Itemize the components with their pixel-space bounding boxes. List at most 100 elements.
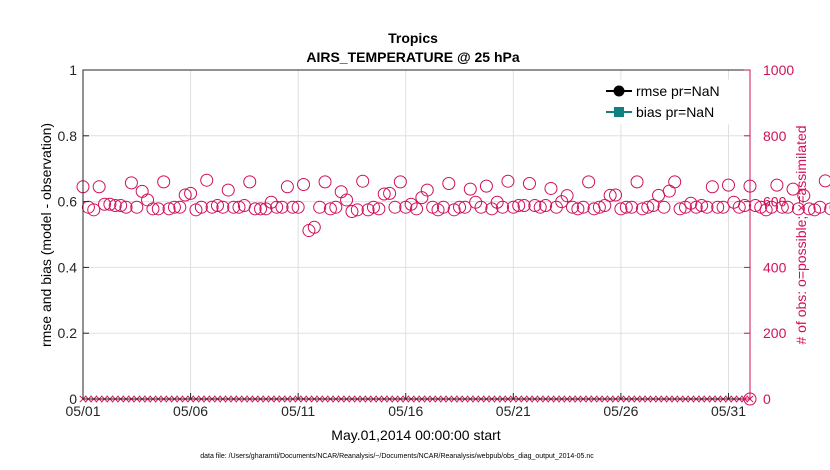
possible-obs-point — [178, 188, 192, 202]
possible-obs-point — [184, 186, 198, 200]
possible-obs-point — [657, 200, 671, 214]
possible-obs-point — [625, 200, 639, 214]
possible-obs-point — [770, 178, 784, 192]
possible-obs-point — [130, 200, 144, 214]
possible-obs-point — [383, 186, 397, 200]
y-left-tick-label: 0.4 — [58, 259, 78, 275]
possible-obs-point — [695, 199, 709, 213]
possible-obs-point — [474, 200, 488, 214]
possible-obs-point — [270, 200, 284, 214]
possible-obs-point — [151, 202, 165, 216]
possible-obs-point — [705, 180, 719, 194]
possible-obs-point — [711, 200, 725, 214]
possible-obs-point — [200, 173, 214, 187]
possible-obs-point — [243, 175, 257, 189]
possible-obs-point — [114, 199, 128, 213]
possible-obs-point — [227, 200, 241, 214]
possible-obs-point — [775, 200, 789, 214]
possible-obs-point — [592, 200, 606, 214]
possible-obs-point — [173, 200, 187, 214]
possible-obs-point — [216, 200, 230, 214]
possible-obs-point — [275, 200, 289, 214]
possible-obs-point — [307, 220, 321, 234]
legend: rmse pr=NaN bias pr=NaN — [599, 79, 731, 125]
possible-obs-point — [291, 200, 305, 214]
possible-obs-point — [280, 180, 294, 194]
possible-obs-point — [372, 202, 386, 216]
possible-obs-point — [716, 200, 730, 214]
y-left-tick-label: 0 — [69, 391, 77, 407]
possible-obs-point — [157, 175, 171, 189]
possible-obs-point — [813, 200, 827, 214]
x-tick-label: 05/11 — [281, 403, 315, 419]
y-left-tick-label: 0.2 — [58, 325, 78, 341]
possible-obs-point — [598, 199, 612, 213]
legend-rmse-marker — [613, 85, 625, 97]
legend-bias-marker — [614, 107, 624, 117]
possible-obs-point — [496, 200, 510, 214]
possible-obs-point — [544, 181, 558, 195]
possible-obs-point — [786, 182, 800, 196]
possible-obs-point — [533, 200, 547, 214]
legend-bias-label: bias pr=NaN — [636, 104, 714, 120]
possible-obs-point — [501, 174, 515, 188]
possible-obs-point — [571, 202, 585, 216]
possible-obs-point — [732, 200, 746, 214]
possible-obs-point — [108, 199, 122, 213]
possible-obs-point — [264, 195, 278, 209]
possible-obs-point — [92, 180, 106, 194]
possible-obs-point — [576, 200, 590, 214]
possible-obs-point — [619, 200, 633, 214]
possible-obs-point — [442, 177, 456, 191]
y-right-tick-label: 400 — [763, 259, 787, 275]
y-right-tick-label: 800 — [763, 128, 787, 144]
y-left-tick-label: 0.8 — [58, 128, 78, 144]
x-axis-label: May.01,2014 00:00:00 start — [331, 427, 501, 443]
y-left-tick-label: 1 — [69, 62, 77, 78]
possible-obs-point — [485, 202, 499, 216]
possible-obs-point — [490, 195, 504, 209]
possible-obs-point — [323, 202, 337, 216]
possible-obs-point — [194, 200, 208, 214]
possible-obs-point — [248, 202, 262, 216]
possible-obs-point — [721, 178, 735, 192]
x-tick-label: 05/31 — [711, 403, 746, 419]
possible-obs-point — [630, 175, 644, 189]
possible-obs-point — [479, 179, 493, 193]
x-tick-label: 05/26 — [603, 403, 638, 419]
y-axis-label-right: # of obs: o=possible; ×=assimilated — [793, 125, 809, 344]
possible-obs-point — [98, 197, 112, 211]
possible-obs-point — [221, 183, 235, 197]
possible-obs-point — [103, 197, 117, 211]
possible-obs-point — [146, 202, 160, 216]
x-tick-label: 05/16 — [388, 403, 423, 419]
possible-obs-point — [818, 174, 830, 188]
possible-obs-point — [641, 200, 655, 214]
chart-subtitle: AIRS_TEMPERATURE @ 25 hPa — [306, 49, 520, 65]
possible-obs-point — [700, 200, 714, 214]
axis-ticks: 05/01 05/06 05/11 05/16 05/21 05/26 05/31 0 0.2 0… — [58, 62, 795, 419]
possible-obs-point — [582, 175, 596, 189]
possible-obs-point — [329, 200, 343, 214]
footnote: data file: /Users/gharamti/Documents/NCA… — [200, 453, 594, 460]
possible-obs-point — [254, 202, 268, 216]
possible-obs-point — [345, 204, 359, 218]
possible-obs-point — [313, 200, 327, 214]
possible-obs-point — [565, 200, 579, 214]
possible-obs-point — [205, 200, 219, 214]
possible-obs-point — [689, 200, 703, 214]
possible-obs-point — [350, 203, 364, 217]
possible-obs-point — [87, 203, 101, 217]
possible-obs-point — [668, 175, 682, 189]
legend-rmse-label: rmse pr=NaN — [636, 83, 720, 99]
x-tick-label: 05/21 — [496, 403, 531, 419]
possible-obs-point — [458, 200, 472, 214]
possible-obs-point — [791, 202, 805, 216]
chart-title: Tropics — [388, 30, 438, 46]
y-left-tick-label: 0.6 — [58, 194, 78, 210]
possible-obs-point — [797, 189, 811, 203]
y-right-tick-label: 1000 — [763, 62, 794, 78]
possible-obs-point — [388, 200, 402, 214]
